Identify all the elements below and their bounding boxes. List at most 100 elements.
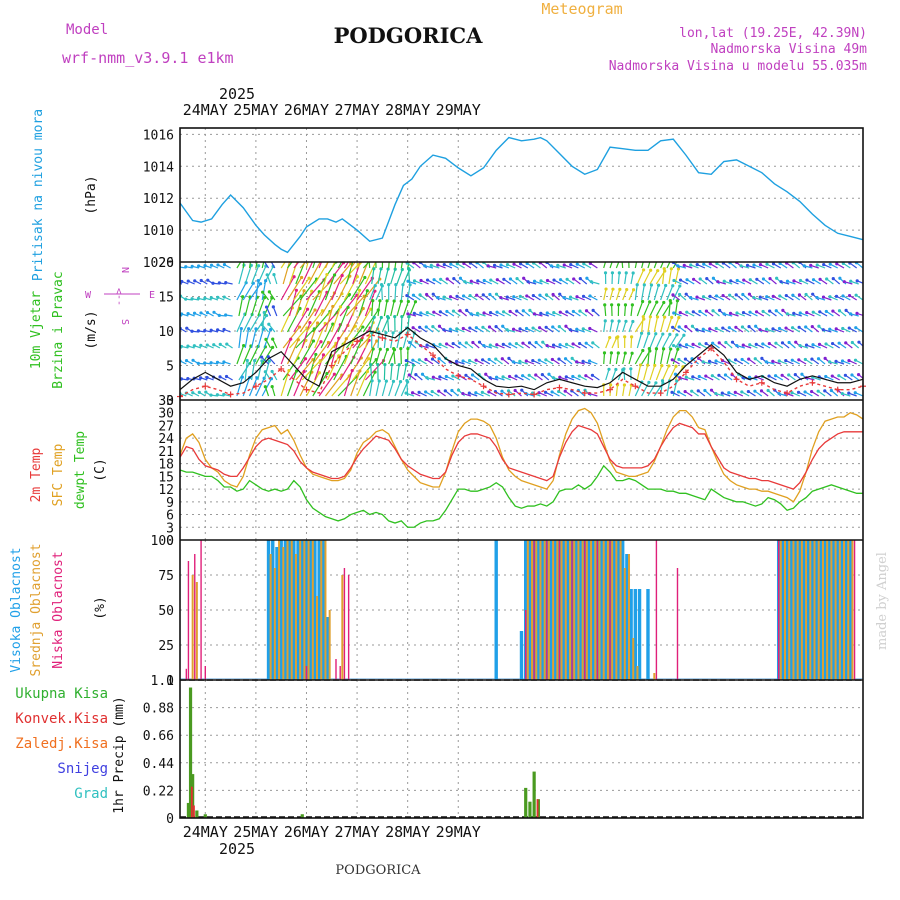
- wind-arrow-head: [499, 263, 503, 267]
- wind-arrow: [617, 336, 619, 349]
- wind-arrow-head: [461, 294, 466, 298]
- wind-arrow-head: [834, 359, 838, 364]
- wind-arrow-head: [469, 279, 473, 283]
- wind-arrow-head: [691, 310, 695, 314]
- wind-arrow-head: [225, 342, 229, 346]
- wind-arrow-head: [684, 375, 688, 379]
- wind-arrow: [647, 348, 650, 365]
- wind-arrow-head: [641, 268, 646, 272]
- wind-arrow-head: [685, 278, 689, 282]
- cloud-low-bar: [204, 666, 206, 680]
- wind-arrow-head: [211, 281, 215, 285]
- lonlat: lon,lat (19.25E, 42.39N): [679, 26, 867, 41]
- wind-arrow-head: [387, 283, 391, 287]
- wind-arrow-head: [305, 307, 310, 311]
- wind-arrow-head: [524, 359, 528, 363]
- wind-arrow-head: [445, 309, 449, 314]
- wind-arrow-head: [256, 264, 261, 268]
- wind-arrow-head: [780, 341, 785, 345]
- wind-arrow-head: [581, 327, 585, 331]
- wind-arrow: [609, 320, 613, 333]
- wind-arrow-head: [437, 357, 441, 361]
- wind-arrow-head: [810, 357, 814, 361]
- ytick-precip: 0: [166, 812, 174, 827]
- wind-arrow: [615, 384, 619, 397]
- cloud-mid-bar: [805, 540, 808, 680]
- wind-arrow-head: [264, 279, 268, 283]
- wind-arrow: [622, 289, 628, 301]
- wind-arrow: [668, 300, 671, 317]
- wind-arrow-head: [260, 359, 264, 363]
- wind-arrow-head: [331, 322, 335, 326]
- wind-arrow: [672, 317, 680, 333]
- cloud-high-bar: [798, 540, 802, 680]
- wind-arrow-head: [711, 276, 716, 280]
- wind-arrow-head: [363, 275, 367, 280]
- precip-conv-bar: [193, 805, 195, 818]
- wind-arrow-head: [454, 359, 459, 364]
- wind-arrow-head: [809, 263, 813, 268]
- wind-arrow-head: [405, 293, 409, 298]
- wind-arrow-head: [480, 390, 484, 394]
- wind-arrow-head: [608, 335, 612, 340]
- wind-arrow: [180, 395, 181, 396]
- wind-arrow-head: [564, 324, 568, 328]
- wind-arrow-head: [668, 299, 672, 303]
- wind-arrow-head: [532, 312, 536, 316]
- wind-arrow-head: [584, 374, 588, 378]
- ytick-pressure: 1016: [143, 128, 174, 143]
- wind-arrow: [409, 333, 415, 349]
- wind-arrow-head: [848, 312, 853, 316]
- wind-arrow: [643, 270, 652, 285]
- wind-arrow-head: [558, 343, 562, 347]
- wind-arrow: [299, 340, 314, 365]
- wind-arrow-head: [678, 343, 682, 347]
- wind-arrow: [609, 352, 612, 365]
- wind-arrow-head: [697, 342, 702, 346]
- wind-arrow-head: [720, 391, 724, 395]
- wind-arrow: [662, 268, 665, 285]
- cloud-mid-bar: [568, 540, 571, 680]
- wind-arrow: [280, 338, 292, 365]
- wind-arrow-head: [777, 326, 782, 331]
- ytick-cloud: 100: [151, 534, 174, 549]
- wind-arrow-head: [401, 283, 405, 287]
- wind-arrow-head: [675, 333, 679, 337]
- wind-arrow-head: [218, 375, 222, 379]
- wind-arrow: [660, 316, 666, 333]
- wind-arrow-head: [735, 278, 739, 283]
- wind-arrow: [653, 262, 658, 269]
- wind-arrow: [271, 371, 278, 381]
- wind-arrow-head: [727, 391, 731, 395]
- cloud-mid-bar: [623, 568, 626, 680]
- cloud-mid-bar: [834, 540, 837, 680]
- wind-arrow: [350, 370, 361, 397]
- cloud-high-bar: [633, 589, 638, 680]
- wind-arrow: [250, 297, 258, 317]
- wind-arrow-head: [563, 389, 567, 393]
- wind-title: 10m Vjetar: [29, 291, 44, 369]
- cloud-high-bar: [591, 540, 595, 680]
- wind-arrow-head: [417, 358, 421, 362]
- wind-arrow-head: [442, 262, 446, 267]
- wind-arrow: [305, 262, 309, 269]
- wind-arrow: [603, 320, 606, 333]
- wind-arrow-head: [268, 327, 273, 332]
- wind-arrow-head: [367, 357, 371, 361]
- wind-arrow-head: [358, 288, 362, 292]
- wind-arrow-head: [218, 342, 222, 346]
- wind-arrow-head: [564, 342, 569, 346]
- ytick-wind: 10: [158, 325, 174, 340]
- wind-arrow: [356, 308, 372, 333]
- wind-arrow: [299, 309, 316, 333]
- wind-arrow-head: [622, 367, 626, 371]
- wind-arrow: [343, 276, 358, 301]
- wind-arrow-head: [790, 391, 794, 395]
- wind-arrow-head: [528, 308, 532, 312]
- wind-arrow-head: [684, 292, 688, 296]
- wind-arrow-head: [670, 315, 674, 319]
- date-label-bottom: 28MAY: [385, 823, 430, 841]
- wind-arrow: [393, 348, 396, 365]
- wind-arrow-head: [722, 279, 726, 283]
- wind-arrow: [272, 306, 278, 317]
